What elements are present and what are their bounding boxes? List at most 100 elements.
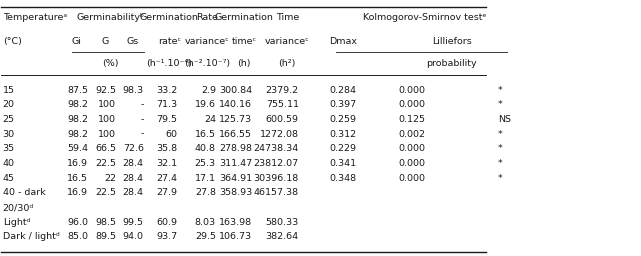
- Text: NS: NS: [498, 115, 511, 124]
- Text: 40: 40: [3, 159, 15, 168]
- Text: 23812.07: 23812.07: [254, 159, 299, 168]
- Text: Germination: Germination: [215, 13, 273, 22]
- Text: 106.73: 106.73: [219, 232, 252, 241]
- Text: 22: 22: [104, 174, 116, 183]
- Text: Gs: Gs: [126, 37, 138, 46]
- Text: -: -: [140, 130, 144, 138]
- Text: G: G: [101, 37, 108, 46]
- Text: (h⁻¹.10⁻⁴): (h⁻¹.10⁻⁴): [146, 59, 192, 68]
- Text: 24738.34: 24738.34: [254, 144, 299, 153]
- Text: Dmax: Dmax: [329, 37, 357, 46]
- Text: 35: 35: [3, 144, 15, 153]
- Text: *: *: [498, 144, 503, 153]
- Text: 0.397: 0.397: [329, 100, 356, 109]
- Text: 98.2: 98.2: [67, 130, 88, 138]
- Text: 600.59: 600.59: [266, 115, 299, 124]
- Text: 166.55: 166.55: [219, 130, 252, 138]
- Text: 755.11: 755.11: [266, 100, 299, 109]
- Text: 79.5: 79.5: [156, 115, 178, 124]
- Text: 0.002: 0.002: [398, 130, 425, 138]
- Text: 2379.2: 2379.2: [265, 86, 299, 94]
- Text: 311.47: 311.47: [219, 159, 252, 168]
- Text: (°C): (°C): [3, 37, 22, 46]
- Text: (h²): (h²): [279, 59, 296, 68]
- Text: Dark / lightᵈ: Dark / lightᵈ: [3, 232, 60, 241]
- Text: 98.5: 98.5: [96, 218, 116, 227]
- Text: timeᶜ: timeᶜ: [231, 37, 256, 46]
- Text: 16.9: 16.9: [67, 159, 88, 168]
- Text: 27.4: 27.4: [156, 174, 178, 183]
- Text: Temperatureᵃ: Temperatureᵃ: [3, 13, 67, 22]
- Text: *: *: [498, 174, 503, 183]
- Text: 20: 20: [3, 100, 15, 109]
- Text: 382.64: 382.64: [265, 232, 299, 241]
- Text: 27.8: 27.8: [195, 188, 216, 197]
- Text: 140.16: 140.16: [219, 100, 252, 109]
- Text: probability: probability: [426, 59, 477, 68]
- Text: 16.5: 16.5: [67, 174, 88, 183]
- Text: 358.93: 358.93: [219, 188, 252, 197]
- Text: 87.5: 87.5: [67, 86, 88, 94]
- Text: 15: 15: [3, 86, 15, 94]
- Text: 25: 25: [3, 115, 15, 124]
- Text: Lilliefors: Lilliefors: [432, 37, 472, 46]
- Text: 40 - dark: 40 - dark: [3, 188, 46, 197]
- Text: 46157.38: 46157.38: [254, 188, 299, 197]
- Text: 99.5: 99.5: [122, 218, 144, 227]
- Text: 19.6: 19.6: [195, 100, 216, 109]
- Text: 0.000: 0.000: [398, 174, 425, 183]
- Text: 98.3: 98.3: [122, 86, 144, 94]
- Text: Germination: Germination: [140, 13, 199, 22]
- Text: 96.0: 96.0: [67, 218, 88, 227]
- Text: 125.73: 125.73: [219, 115, 252, 124]
- Text: 580.33: 580.33: [265, 218, 299, 227]
- Text: *: *: [498, 130, 503, 138]
- Text: 364.91: 364.91: [219, 174, 252, 183]
- Text: 16.5: 16.5: [195, 130, 216, 138]
- Text: 24: 24: [204, 115, 216, 124]
- Text: 0.259: 0.259: [329, 115, 356, 124]
- Text: *: *: [498, 159, 503, 168]
- Text: *: *: [498, 100, 503, 109]
- Text: 66.5: 66.5: [96, 144, 116, 153]
- Text: 60.9: 60.9: [156, 218, 178, 227]
- Text: 92.5: 92.5: [96, 86, 116, 94]
- Text: 71.3: 71.3: [156, 100, 178, 109]
- Text: *: *: [498, 86, 503, 94]
- Text: 278.98: 278.98: [219, 144, 252, 153]
- Text: 59.4: 59.4: [67, 144, 88, 153]
- Text: 28.4: 28.4: [122, 188, 144, 197]
- Text: 89.5: 89.5: [96, 232, 116, 241]
- Text: -: -: [140, 100, 144, 109]
- Text: 0.284: 0.284: [329, 86, 356, 94]
- Text: 27.9: 27.9: [156, 188, 178, 197]
- Text: 0.000: 0.000: [398, 100, 425, 109]
- Text: 98.2: 98.2: [67, 115, 88, 124]
- Text: 60: 60: [165, 130, 178, 138]
- Text: 28.4: 28.4: [122, 174, 144, 183]
- Text: Kolmogorov-Smirnov testᵉ: Kolmogorov-Smirnov testᵉ: [363, 13, 487, 22]
- Text: 32.1: 32.1: [156, 159, 178, 168]
- Text: 28.4: 28.4: [122, 159, 144, 168]
- Text: Time: Time: [276, 13, 299, 22]
- Text: rateᶜ: rateᶜ: [158, 37, 181, 46]
- Text: 20/30ᵈ: 20/30ᵈ: [3, 203, 34, 212]
- Text: 17.1: 17.1: [195, 174, 216, 183]
- Text: 22.5: 22.5: [96, 159, 116, 168]
- Text: 0.312: 0.312: [329, 130, 356, 138]
- Text: 100: 100: [98, 130, 116, 138]
- Text: 2.9: 2.9: [201, 86, 216, 94]
- Text: 30396.18: 30396.18: [254, 174, 299, 183]
- Text: 8.03: 8.03: [195, 218, 216, 227]
- Text: 98.2: 98.2: [67, 100, 88, 109]
- Text: 33.2: 33.2: [156, 86, 178, 94]
- Text: 300.84: 300.84: [219, 86, 252, 94]
- Text: 0.000: 0.000: [398, 159, 425, 168]
- Text: Lightᵈ: Lightᵈ: [3, 218, 30, 227]
- Text: 93.7: 93.7: [156, 232, 178, 241]
- Text: (h): (h): [237, 59, 251, 68]
- Text: 0.000: 0.000: [398, 144, 425, 153]
- Text: 22.5: 22.5: [96, 188, 116, 197]
- Text: 0.229: 0.229: [329, 144, 356, 153]
- Text: 25.3: 25.3: [195, 159, 216, 168]
